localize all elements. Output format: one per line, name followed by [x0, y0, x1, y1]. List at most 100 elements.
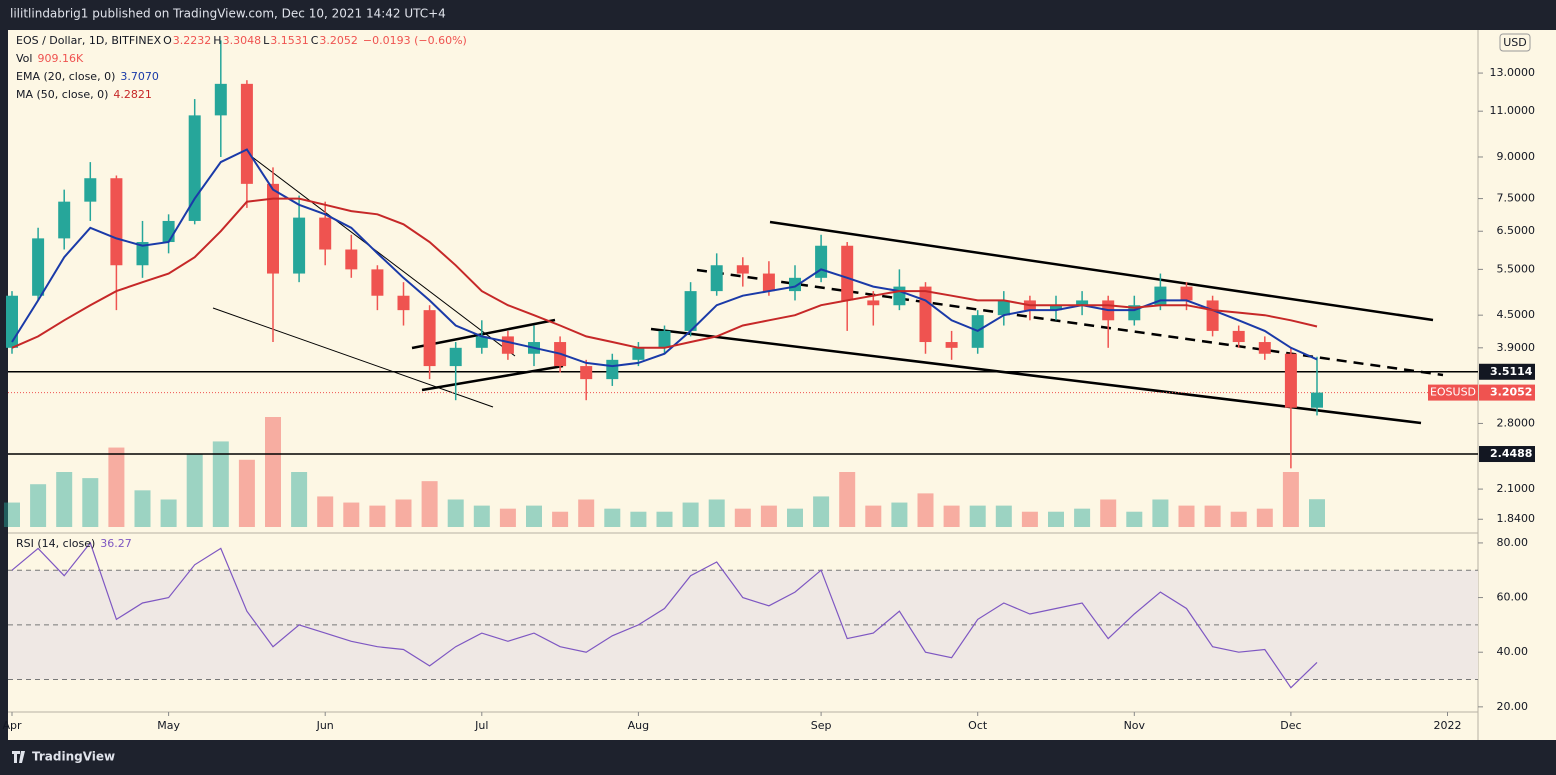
y-tick-label: 9.0000 — [1497, 150, 1536, 163]
channel-mid — [696, 268, 1444, 377]
currency-button[interactable] — [1499, 33, 1531, 52]
indicator-line — [11, 148, 1318, 368]
indicator-legend: MA (50, close, 0) — [16, 88, 108, 101]
volume-bar — [212, 441, 229, 527]
candle-body — [240, 83, 253, 184]
candle-body — [841, 245, 854, 301]
volume-bar — [578, 499, 595, 527]
brand: TradingView — [32, 750, 115, 764]
symbol-tag-box — [1428, 384, 1478, 401]
y-tick-label: 7.5000 — [1497, 192, 1536, 205]
candle-body — [136, 242, 149, 266]
volume-bar — [943, 505, 960, 527]
indicator-legend-value: 4.2821 — [113, 88, 152, 101]
quote-value: 3.2052 — [319, 34, 358, 47]
last-price-label: 3.2052 — [1490, 386, 1532, 399]
volume-bar — [682, 502, 699, 527]
quote-key: C — [311, 34, 319, 47]
volume-bar — [473, 505, 490, 527]
y-tick-label: 2.8000 — [1497, 416, 1536, 429]
candle-body — [710, 265, 723, 292]
candle-body — [580, 366, 593, 380]
rsi-tick-label: 60.00 — [1497, 591, 1529, 604]
quote-change: −0.0193 (−0.60%) — [363, 34, 467, 47]
indicator-legend: EMA (20, close, 0) — [16, 70, 115, 83]
volume-bar — [291, 472, 308, 527]
volume-bar — [760, 505, 777, 527]
candle-body — [919, 286, 932, 343]
trendline — [411, 318, 556, 350]
volume-bar — [526, 505, 542, 527]
y-tick-label: 4.5000 — [1497, 308, 1536, 321]
brand-logo — [12, 751, 25, 763]
volume-bar — [421, 481, 438, 527]
trendline — [421, 364, 564, 392]
candle-body — [1206, 300, 1219, 331]
indicator-line — [11, 197, 1318, 349]
rsi-tick-label: 80.00 — [1497, 536, 1529, 549]
last-price-tag — [1479, 384, 1535, 401]
volume-bar — [238, 459, 255, 527]
volume-bar — [1048, 511, 1064, 527]
volume-bar — [813, 496, 830, 527]
candle-body — [319, 217, 332, 250]
volume-bar — [1204, 505, 1221, 527]
volume-bar — [134, 490, 151, 527]
symbol-title: EOS / Dollar, 1D, BITFINEX — [16, 34, 162, 47]
x-tick-label: 2022 — [1434, 719, 1462, 732]
candle-body — [632, 347, 645, 360]
plot-layer — [6, 40, 1478, 689]
volume-legend-value: 909.16K — [37, 52, 83, 65]
candle-body — [6, 295, 18, 348]
y-tick-label: 1.8400 — [1497, 512, 1536, 525]
candle-body — [397, 295, 410, 311]
currency[interactable]: USD — [1503, 36, 1527, 49]
candle-body — [1284, 353, 1297, 408]
quote-value: 3.2232 — [173, 34, 212, 47]
candle-body — [1076, 300, 1089, 306]
x-tick-label: Nov — [1124, 719, 1146, 732]
volume-bar — [186, 453, 203, 527]
volume-bar — [552, 511, 569, 527]
quote-key: H — [213, 34, 221, 47]
volume-bar — [865, 505, 882, 527]
volume-bar — [787, 508, 803, 527]
candle-body — [1050, 305, 1062, 311]
volume-bar — [1152, 499, 1169, 527]
y-tick-label: 2.1000 — [1497, 482, 1536, 495]
volume-layer — [4, 417, 1325, 527]
y-tick-label: 3.9000 — [1497, 341, 1536, 354]
x-tick-label: Jun — [316, 719, 334, 732]
trendline — [242, 149, 516, 357]
volume-bar — [1230, 511, 1247, 527]
x-tick-label: Aug — [628, 719, 649, 732]
rsi-tick-label: 40.00 — [1497, 645, 1529, 658]
volume-bar — [1126, 511, 1143, 527]
volume-bar — [160, 499, 177, 527]
candle-body — [110, 178, 123, 266]
volume-bar — [343, 502, 360, 527]
byline: lilitlindabrig1 published on TradingView… — [10, 7, 446, 21]
volume-bar — [839, 472, 856, 527]
x-tick-label: Dec — [1280, 719, 1301, 732]
y-tick-label: 13.0000 — [1490, 66, 1536, 79]
volume-bar — [734, 508, 751, 527]
indicator-legend-value: 3.7070 — [120, 70, 159, 83]
volume-bar — [56, 472, 73, 527]
candle-body — [214, 83, 227, 116]
volume-bar — [108, 447, 125, 527]
candle-body — [1180, 286, 1193, 301]
rsi-line — [11, 541, 1318, 689]
rsi-legend-value: 36.27 — [100, 537, 132, 550]
label-layer: EOS / Dollar, 1D, BITFINEX O 3.2232 H 3.3048… — [2, 34, 1535, 732]
candle-body — [762, 273, 775, 292]
candle-body — [945, 342, 958, 348]
x-tick-label: Oct — [968, 719, 988, 732]
volume-bar — [30, 484, 47, 527]
volume-bar — [395, 499, 412, 527]
y-tick-label: 5.5000 — [1497, 262, 1536, 275]
quote-key: O — [163, 34, 172, 47]
candle-body — [997, 300, 1010, 316]
candle-body — [32, 238, 45, 296]
